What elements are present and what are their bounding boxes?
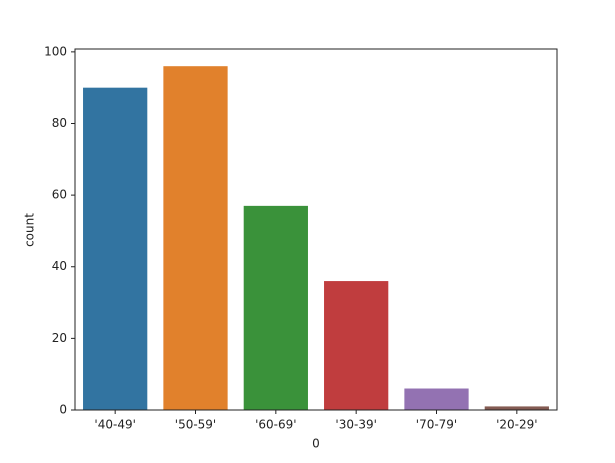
bar bbox=[243, 205, 308, 410]
x-tick-label: '50-59' bbox=[175, 418, 216, 432]
x-tick-label: '60-69' bbox=[255, 418, 296, 432]
bar bbox=[163, 66, 228, 410]
x-tick-label: '40-49' bbox=[94, 418, 135, 432]
bar bbox=[324, 281, 389, 410]
bar bbox=[404, 388, 469, 410]
y-tick-label: 20 bbox=[52, 331, 67, 345]
x-tick-label: '70-79' bbox=[416, 418, 457, 432]
y-tick-label: 80 bbox=[52, 116, 67, 130]
x-tick-label: '20-29' bbox=[496, 418, 537, 432]
y-axis-label: count bbox=[23, 213, 37, 247]
y-tick-label: 100 bbox=[44, 44, 67, 58]
bar bbox=[83, 87, 148, 410]
y-tick-label: 60 bbox=[52, 188, 67, 202]
y-tick-label: 0 bbox=[59, 403, 67, 417]
y-tick-label: 40 bbox=[52, 259, 67, 273]
x-tick-label: '30-39' bbox=[335, 418, 376, 432]
bar bbox=[484, 406, 549, 410]
x-axis-label: 0 bbox=[312, 437, 320, 451]
plot-frame bbox=[74, 48, 558, 411]
